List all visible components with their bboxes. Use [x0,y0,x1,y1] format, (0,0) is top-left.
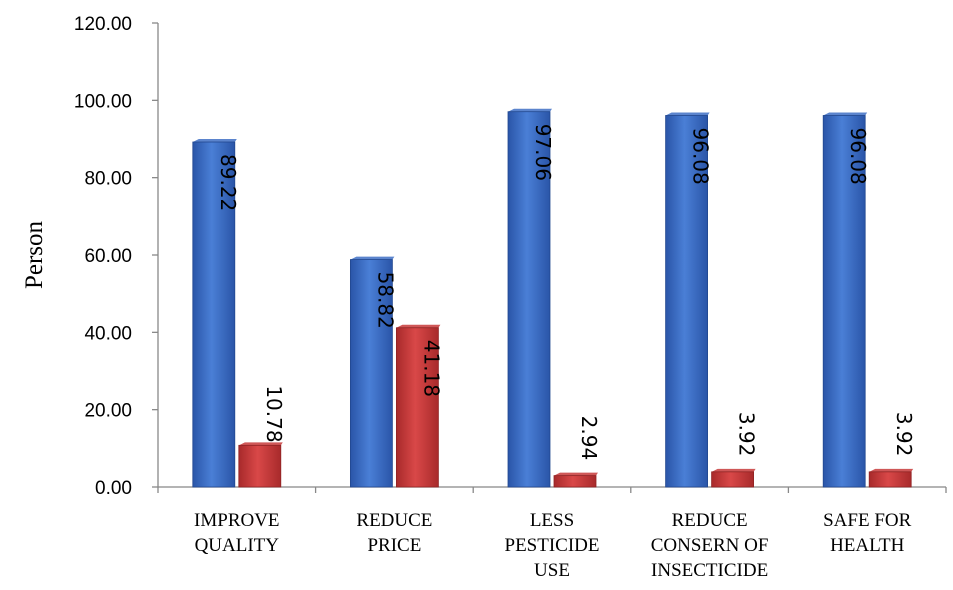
y-tick-label: 80.00 [84,169,132,190]
y-axis-title: Person [21,220,48,289]
data-label: 10.78 [262,385,286,442]
bar [349,259,393,488]
bar [507,111,551,488]
category-label: REDUCE [672,510,748,531]
category-label: LESS [530,510,574,531]
category-label: QUALITY [195,535,280,556]
data-label: 3.92 [735,412,759,457]
category-label: PESTICIDE [505,535,600,556]
bar-top [869,468,914,472]
data-label: 2.94 [577,416,601,461]
category-label: REDUCE [356,510,432,531]
data-label: 89.22 [216,154,240,211]
bar [822,115,866,488]
category-label: SAFE FOR [823,510,911,531]
data-label: 58.82 [373,272,397,329]
category-label: INSECTICIDE [651,560,768,581]
labels: IMPROVE QUALITY REDUCE PRICE LESS PESTICIDE US… [194,124,916,581]
bar [395,327,439,488]
bar-top [823,112,868,116]
category-label: USE [534,560,570,581]
bar-top [350,256,395,260]
y-tick-label: 100.00 [74,91,132,112]
y-tick-label: 60.00 [84,246,132,267]
category-label: PRICE [367,535,421,556]
axes: 0.00 20.00 40.00 60.00 80.00 100.00 120.00 [74,14,947,499]
bar [192,141,236,488]
y-tick-label: 120.00 [74,14,132,35]
bar-top [665,112,710,116]
data-label: 41.18 [419,340,443,397]
bar-top [508,108,552,112]
category-label: CONSERN OF [651,535,769,556]
y-tick-label: 40.00 [84,323,132,344]
category-label: IMPROVE [194,510,280,531]
data-label: 3.92 [892,412,916,457]
data-label: 97.06 [531,124,555,181]
category-label: HEALTH [830,535,905,556]
data-label: 96.08 [689,127,713,184]
bar-top [238,442,283,446]
bar-top [554,472,598,476]
bar [665,115,708,488]
bar [868,471,912,488]
bar [238,444,282,488]
bar [711,471,754,488]
bar-top [396,324,441,328]
bar [553,475,597,488]
bar-top [192,139,237,143]
bars [192,108,914,488]
data-label: 96.08 [846,127,870,184]
y-tick-label: 20.00 [84,401,132,422]
bar-top [711,468,756,472]
y-tick-label: 0.00 [95,478,132,499]
